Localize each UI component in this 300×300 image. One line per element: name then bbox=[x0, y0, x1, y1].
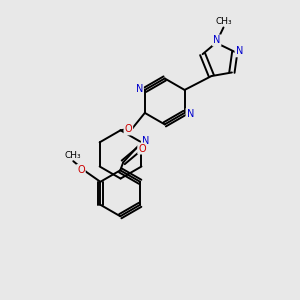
Text: N: N bbox=[213, 35, 220, 45]
Text: O: O bbox=[124, 124, 132, 134]
Text: O: O bbox=[77, 165, 85, 175]
Text: N: N bbox=[236, 46, 243, 56]
Text: N: N bbox=[136, 84, 143, 94]
Text: N: N bbox=[142, 136, 149, 146]
Text: N: N bbox=[187, 109, 194, 119]
Text: O: O bbox=[138, 143, 146, 154]
Text: CH₃: CH₃ bbox=[65, 151, 81, 160]
Text: CH₃: CH₃ bbox=[215, 16, 232, 26]
